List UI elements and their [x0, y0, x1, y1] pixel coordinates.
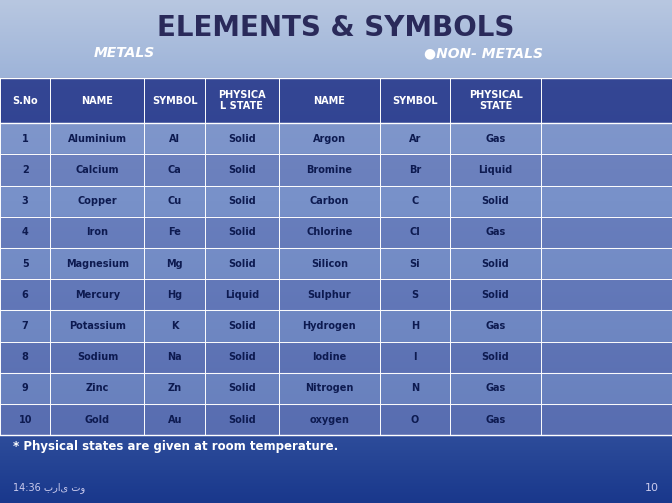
Text: Sodium: Sodium: [77, 352, 118, 362]
Text: ELEMENTS & SYMBOLS: ELEMENTS & SYMBOLS: [157, 14, 515, 42]
Text: Ar: Ar: [409, 134, 421, 144]
Bar: [0, 186, 672, 217]
Text: 1: 1: [22, 134, 29, 144]
Text: N: N: [411, 383, 419, 393]
Text: 10: 10: [644, 483, 659, 493]
Text: Gas: Gas: [485, 414, 506, 425]
Text: Aluminium: Aluminium: [68, 134, 127, 144]
Bar: [0, 279, 672, 310]
Text: Calcium: Calcium: [76, 165, 119, 175]
Text: Al: Al: [169, 134, 180, 144]
Text: Solid: Solid: [228, 321, 256, 331]
Text: S.No: S.No: [12, 96, 38, 106]
Bar: [0, 404, 672, 435]
Text: METALS: METALS: [93, 46, 155, 60]
Text: ●NON- METALS: ●NON- METALS: [424, 46, 544, 60]
Bar: [0, 123, 672, 154]
Text: Mercury: Mercury: [75, 290, 120, 300]
Bar: [0, 217, 672, 248]
Text: Hydrogen: Hydrogen: [302, 321, 356, 331]
Text: Si: Si: [410, 259, 420, 269]
Text: Silicon: Silicon: [310, 259, 348, 269]
Text: Zinc: Zinc: [86, 383, 109, 393]
Bar: [0, 373, 672, 404]
Text: Au: Au: [167, 414, 182, 425]
Text: Sulphur: Sulphur: [308, 290, 351, 300]
Text: Solid: Solid: [482, 196, 509, 206]
Bar: [0, 248, 672, 279]
Text: K: K: [171, 321, 179, 331]
Text: PHYSICA
L STATE: PHYSICA L STATE: [218, 90, 265, 111]
Text: Iron: Iron: [87, 227, 108, 237]
Text: Carbon: Carbon: [310, 196, 349, 206]
Text: Argon: Argon: [312, 134, 346, 144]
Text: Br: Br: [409, 165, 421, 175]
Text: Solid: Solid: [228, 165, 256, 175]
Text: Solid: Solid: [228, 227, 256, 237]
Text: Fe: Fe: [168, 227, 181, 237]
Text: I: I: [413, 352, 417, 362]
Text: NAME: NAME: [313, 96, 345, 106]
Text: H: H: [411, 321, 419, 331]
Text: 8: 8: [22, 352, 29, 362]
Text: Solid: Solid: [482, 352, 509, 362]
Text: Solid: Solid: [482, 259, 509, 269]
Text: oxygen: oxygen: [309, 414, 349, 425]
Text: Gas: Gas: [485, 321, 506, 331]
Text: 4: 4: [22, 227, 29, 237]
Bar: [0, 310, 672, 342]
Bar: [0, 78, 672, 123]
Text: Ca: Ca: [168, 165, 181, 175]
Text: Solid: Solid: [228, 259, 256, 269]
Text: Gas: Gas: [485, 383, 506, 393]
Text: 7: 7: [22, 321, 29, 331]
Text: Solid: Solid: [228, 383, 256, 393]
Text: Copper: Copper: [78, 196, 117, 206]
Text: Bromine: Bromine: [306, 165, 352, 175]
Text: * Physical states are given at room temperature.: * Physical states are given at room temp…: [13, 440, 339, 453]
Text: SYMBOL: SYMBOL: [152, 96, 198, 106]
Text: 14:36 برای تو: 14:36 برای تو: [13, 482, 86, 493]
Text: 5: 5: [22, 259, 29, 269]
Text: Solid: Solid: [228, 414, 256, 425]
Text: Na: Na: [167, 352, 182, 362]
Text: C: C: [411, 196, 419, 206]
Text: Gas: Gas: [485, 227, 506, 237]
Text: Zn: Zn: [167, 383, 182, 393]
Text: Liquid: Liquid: [225, 290, 259, 300]
Text: 3: 3: [22, 196, 29, 206]
Text: Cu: Cu: [167, 196, 182, 206]
Bar: [0, 154, 672, 186]
Text: SYMBOL: SYMBOL: [392, 96, 437, 106]
Text: Cl: Cl: [410, 227, 420, 237]
Text: Hg: Hg: [167, 290, 182, 300]
Text: Iodine: Iodine: [312, 352, 346, 362]
Text: S: S: [411, 290, 419, 300]
Text: Solid: Solid: [482, 290, 509, 300]
Text: Gas: Gas: [485, 134, 506, 144]
Text: Solid: Solid: [228, 134, 256, 144]
Text: Liquid: Liquid: [478, 165, 513, 175]
Text: Magnesium: Magnesium: [66, 259, 129, 269]
Text: Solid: Solid: [228, 196, 256, 206]
Text: PHYSICAL
STATE: PHYSICAL STATE: [468, 90, 523, 111]
Text: O: O: [411, 414, 419, 425]
Text: NAME: NAME: [81, 96, 114, 106]
Text: Mg: Mg: [167, 259, 183, 269]
Text: 9: 9: [22, 383, 29, 393]
Text: 10: 10: [18, 414, 32, 425]
Text: Nitrogen: Nitrogen: [305, 383, 353, 393]
Text: 2: 2: [22, 165, 29, 175]
Text: Solid: Solid: [228, 352, 256, 362]
Text: 6: 6: [22, 290, 29, 300]
Text: Chlorine: Chlorine: [306, 227, 353, 237]
Bar: [0, 342, 672, 373]
Text: Potassium: Potassium: [69, 321, 126, 331]
Text: Gold: Gold: [85, 414, 110, 425]
